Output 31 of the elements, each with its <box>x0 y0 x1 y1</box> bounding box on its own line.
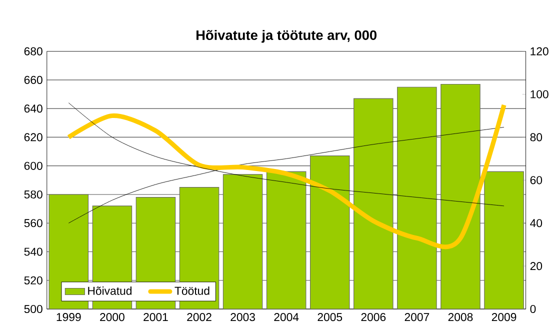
x-tick-label: 2005 <box>318 312 342 322</box>
x-tick-label: 2002 <box>187 312 212 322</box>
y-tick-label: 540 <box>24 248 42 256</box>
x-tick-label: 2007 <box>404 312 430 322</box>
y2-tick-label: 0 <box>530 304 536 313</box>
y-tick-label: 620 <box>24 133 42 142</box>
x-tick-label: 2001 <box>144 312 168 322</box>
x-tick-label: 2008 <box>448 312 473 322</box>
y-tick-label: 580 <box>24 190 42 198</box>
y2-tick-label: 40 <box>530 219 542 228</box>
x-tick-label: 1999 <box>56 312 81 322</box>
y-tick-label: 660 <box>24 76 42 84</box>
y2-tick-label: 20 <box>530 262 542 270</box>
legend-label: Hõivatud <box>88 286 132 295</box>
y2-tick-label: 100 <box>530 90 548 98</box>
legend-label: Töötud <box>174 286 210 295</box>
y-tick-label: 560 <box>24 219 42 228</box>
y-tick-label: 680 <box>24 47 42 56</box>
y-tick-label: 600 <box>24 162 42 170</box>
x-tick-label: 2009 <box>492 312 516 322</box>
y-tick-label: 520 <box>24 276 42 284</box>
y2-tick-label: 80 <box>530 133 542 142</box>
x-tick-label: 2004 <box>274 312 299 322</box>
y-tick-label: 500 <box>24 304 42 313</box>
x-tick-label: 2000 <box>100 312 124 322</box>
y-tick-label: 640 <box>24 104 42 113</box>
x-tick-label: 2006 <box>361 312 386 322</box>
chart-title: Hõivatute ja töötute arv, 000 <box>196 30 376 43</box>
y2-tick-label: 60 <box>530 176 542 184</box>
y2-tick-label: 120 <box>530 47 548 56</box>
x-tick-label: 2003 <box>230 312 255 322</box>
